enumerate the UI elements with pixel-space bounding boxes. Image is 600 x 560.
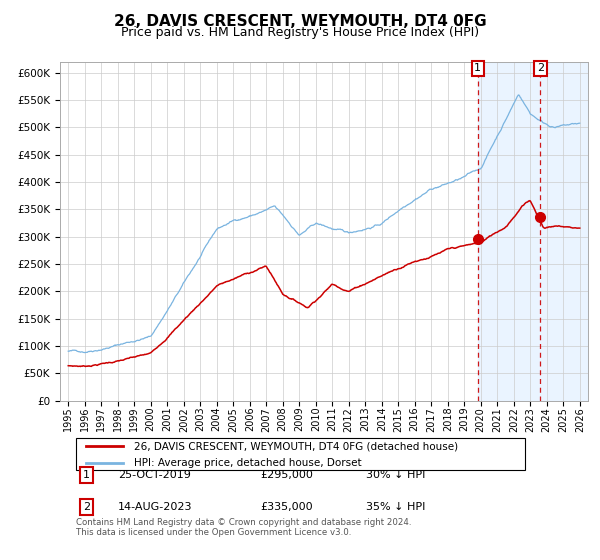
Text: 1: 1 xyxy=(474,63,481,73)
Text: 35% ↓ HPI: 35% ↓ HPI xyxy=(366,502,425,512)
Text: 2: 2 xyxy=(83,502,90,512)
Text: £335,000: £335,000 xyxy=(260,502,313,512)
Text: 30% ↓ HPI: 30% ↓ HPI xyxy=(366,470,425,480)
Bar xyxy=(478,62,588,400)
Text: Price paid vs. HM Land Registry's House Price Index (HPI): Price paid vs. HM Land Registry's House … xyxy=(121,26,479,39)
Bar xyxy=(541,62,588,400)
FancyBboxPatch shape xyxy=(76,437,524,470)
Text: 25-OCT-2019: 25-OCT-2019 xyxy=(118,470,191,480)
Text: HPI: Average price, detached house, Dorset: HPI: Average price, detached house, Dors… xyxy=(134,458,362,468)
Text: £295,000: £295,000 xyxy=(260,470,314,480)
Text: Contains HM Land Registry data © Crown copyright and database right 2024.
This d: Contains HM Land Registry data © Crown c… xyxy=(76,517,412,537)
Text: 14-AUG-2023: 14-AUG-2023 xyxy=(118,502,193,512)
Text: 2: 2 xyxy=(537,63,544,73)
Text: 1: 1 xyxy=(83,470,90,480)
Text: 26, DAVIS CRESCENT, WEYMOUTH, DT4 0FG (detached house): 26, DAVIS CRESCENT, WEYMOUTH, DT4 0FG (d… xyxy=(134,441,458,451)
Text: 26, DAVIS CRESCENT, WEYMOUTH, DT4 0FG: 26, DAVIS CRESCENT, WEYMOUTH, DT4 0FG xyxy=(113,14,487,29)
